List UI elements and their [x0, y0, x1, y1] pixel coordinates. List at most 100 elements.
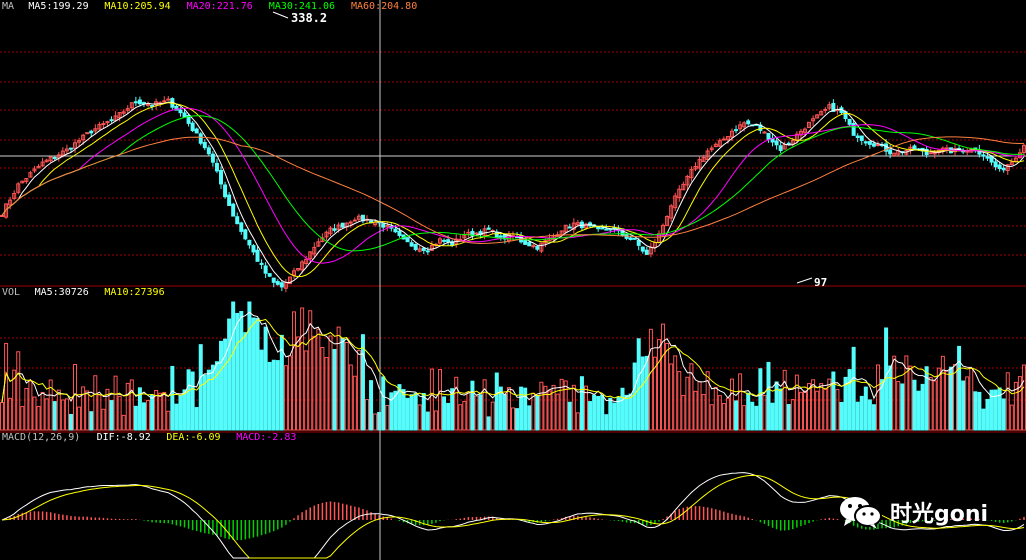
- volume-bar: [454, 376, 459, 431]
- candle-body: [774, 140, 779, 146]
- candle-body: [438, 238, 443, 244]
- volume-bar: [474, 395, 479, 431]
- volume-ma-line-ma5: [1, 311, 1025, 403]
- volume-bar: [1001, 398, 1006, 431]
- candle-body: [68, 147, 73, 150]
- volume-bar: [405, 397, 410, 431]
- volume-bar: [766, 361, 771, 431]
- volume-bar: [823, 388, 828, 431]
- candle-body: [259, 262, 264, 265]
- volume-bar: [575, 412, 580, 431]
- candle-body: [798, 130, 803, 136]
- candle-body: [150, 104, 155, 107]
- candle-body: [85, 132, 90, 135]
- candle-body: [24, 178, 29, 182]
- volume-bar: [271, 359, 276, 431]
- volume-bar: [446, 402, 451, 431]
- candle-body: [190, 122, 195, 132]
- volume-bar: [255, 317, 260, 431]
- candle-body: [113, 115, 118, 121]
- volume-bar: [547, 390, 552, 431]
- volume-bar: [1005, 372, 1010, 431]
- indicator-dea: DEA:-6.09: [166, 432, 220, 443]
- candle-body: [178, 109, 183, 114]
- volume-bar: [462, 400, 467, 431]
- volume-bar: [320, 347, 325, 431]
- volume-bar: [502, 394, 507, 431]
- volume-bar: [985, 398, 990, 431]
- volume-bar: [567, 401, 572, 431]
- candle-body: [1005, 164, 1010, 172]
- candle-body: [815, 114, 820, 119]
- volume-bar: [669, 363, 674, 431]
- volume-bar: [109, 400, 114, 431]
- volume-bar: [340, 337, 345, 431]
- macd-histogram: [5, 501, 1025, 541]
- candle-body: [673, 195, 678, 209]
- volume-bar: [48, 379, 53, 431]
- volume-bar: [734, 400, 739, 431]
- candle-body: [701, 156, 706, 162]
- indicator-dif: DIF:-8.92: [97, 432, 151, 443]
- volume-bar: [807, 383, 812, 431]
- candle-body: [81, 134, 86, 141]
- volume-bar: [961, 380, 966, 431]
- candle-body: [162, 100, 167, 103]
- candle-body: [527, 242, 532, 247]
- volume-bar: [685, 376, 690, 431]
- volume-bar: [373, 413, 378, 431]
- candle-body: [4, 203, 9, 218]
- volume-bar: [81, 386, 86, 431]
- volume-bar: [851, 346, 856, 431]
- panel-label: VOL: [2, 287, 20, 298]
- candle-body: [859, 135, 864, 141]
- candle-body: [117, 112, 122, 119]
- candle-body: [981, 154, 986, 157]
- candle-body: [563, 224, 568, 233]
- candle-body: [498, 235, 503, 238]
- candle-body: [312, 246, 317, 255]
- candle-body: [709, 147, 714, 151]
- volume-bar: [831, 371, 836, 431]
- volume-bar: [953, 363, 958, 431]
- volume-bar: [932, 380, 937, 431]
- volume-bar: [154, 389, 159, 431]
- candle-body: [413, 244, 418, 250]
- volume-bar: [661, 323, 666, 431]
- candle-body: [636, 239, 641, 246]
- volume-bar: [511, 407, 515, 431]
- candle-body: [64, 148, 69, 152]
- volume-bar: [125, 382, 130, 431]
- volume-bar: [969, 367, 974, 431]
- volume-bar: [624, 394, 629, 431]
- volume-bar: [989, 389, 994, 431]
- candle-body: [997, 164, 1002, 170]
- candle-body: [892, 152, 897, 157]
- candle-body: [766, 132, 771, 140]
- volume-bar: [782, 369, 787, 431]
- candle-body: [93, 128, 98, 132]
- candle-body: [8, 199, 13, 206]
- volume-bar: [170, 365, 175, 431]
- candle-body: [210, 153, 215, 163]
- volume-bar: [742, 405, 747, 431]
- volume-bar: [924, 366, 929, 431]
- volume-bar: [101, 408, 106, 431]
- candle-body: [847, 118, 852, 125]
- candle-body: [697, 159, 702, 169]
- volume-bar: [397, 384, 402, 431]
- volume-bar: [855, 401, 860, 431]
- volume-bar: [401, 389, 406, 431]
- candle-body: [446, 239, 451, 243]
- volume-bar: [571, 384, 576, 431]
- volume-bar: [52, 401, 57, 431]
- candle-body: [219, 170, 224, 185]
- volume-bar: [385, 404, 390, 431]
- indicator-ma60: MA60:204.80: [351, 1, 417, 12]
- candle-body: [73, 142, 78, 149]
- volume-bar: [997, 387, 1002, 431]
- candle-body: [462, 235, 467, 239]
- candle-body: [811, 118, 816, 122]
- volume-bar: [754, 405, 759, 431]
